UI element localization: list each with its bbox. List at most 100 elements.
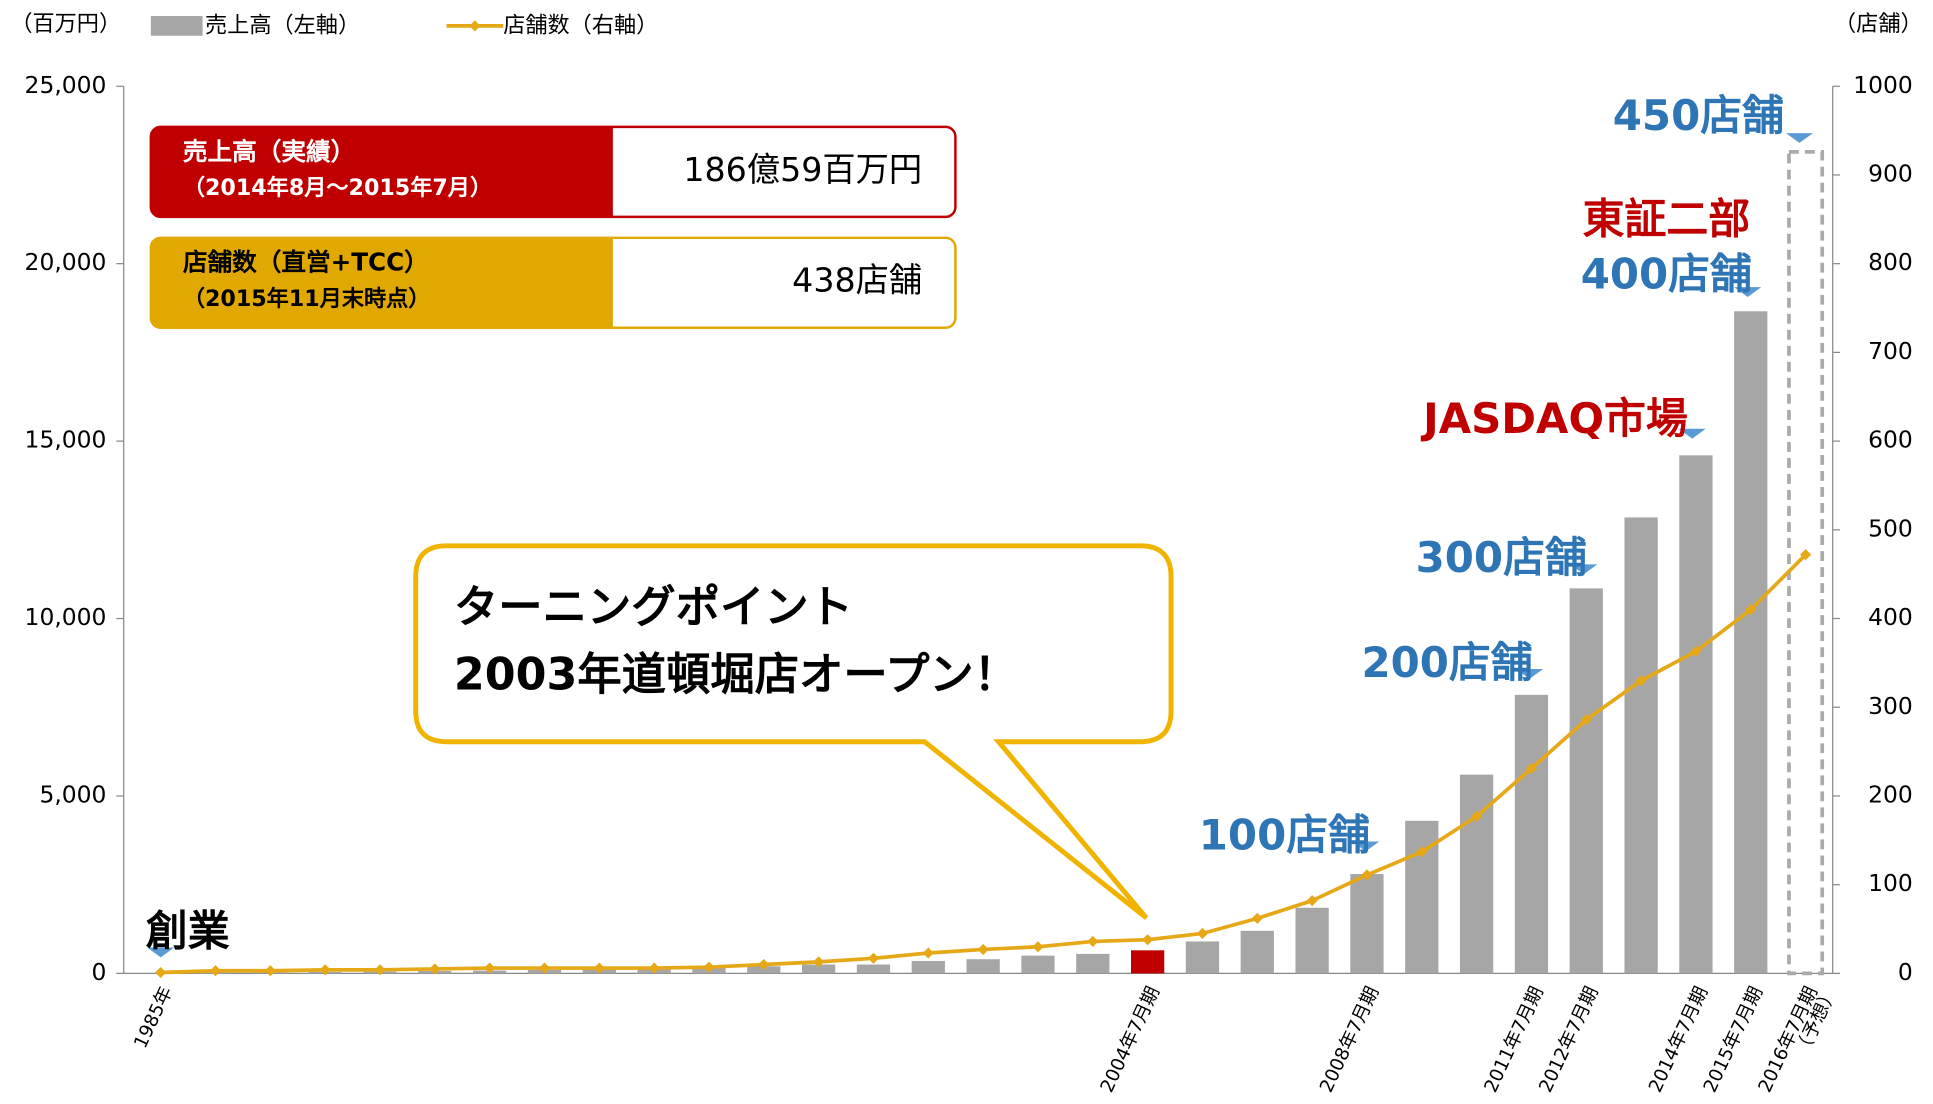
- left-unit: （百万円）: [10, 11, 121, 37]
- line-marker: [319, 964, 331, 976]
- y2-tick-label: 800: [1868, 248, 1913, 276]
- annotation-marker: [1352, 841, 1380, 852]
- x-tick-label: 2011年7月期: [1481, 984, 1548, 1096]
- bar: [1734, 311, 1768, 974]
- bar: [1679, 455, 1713, 974]
- y2-tick-label: 500: [1868, 514, 1913, 542]
- bar: [1350, 874, 1384, 974]
- line-marker: [264, 965, 276, 977]
- y2-tick-label: 200: [1868, 780, 1913, 808]
- info-title: 売上高（実績）: [183, 137, 355, 166]
- line-marker: [1142, 934, 1154, 946]
- line-marker: [758, 958, 770, 971]
- y-tick-label: 5,000: [39, 780, 106, 808]
- line-marker: [703, 961, 715, 973]
- line-marker: [1306, 895, 1318, 907]
- callout-text: ターニングポイント: [454, 582, 853, 633]
- line-marker: [538, 962, 551, 974]
- line-marker: [1745, 604, 1757, 616]
- y2-tick-label: 0: [1898, 958, 1913, 986]
- y-tick-label: 0: [92, 958, 107, 986]
- annotation-marker: [1734, 287, 1762, 297]
- line-marker: [209, 965, 222, 977]
- line-marker: [1196, 927, 1208, 940]
- right-unit: （店舗）: [1834, 11, 1923, 37]
- y-tick-label: 20,000: [25, 248, 107, 276]
- y2-tick-label: 600: [1868, 426, 1913, 454]
- line-marker: [155, 966, 167, 979]
- annotation-marker: [1678, 428, 1706, 439]
- line-marker: [1635, 675, 1647, 687]
- info-value: 438店舗: [792, 261, 922, 300]
- legend-swatch: [150, 16, 203, 36]
- info-sub: （2014年8月～2015年7月）: [183, 175, 492, 201]
- bar: [1295, 907, 1329, 974]
- x-tick-label: 1985年: [130, 984, 177, 1052]
- line-marker: [429, 963, 441, 975]
- y-tick-label: 25,000: [25, 71, 107, 99]
- info-box-head: [150, 126, 613, 217]
- annotation: 200店舗: [1361, 638, 1532, 687]
- line-marker: [1471, 810, 1483, 822]
- y2-tick-label: 400: [1868, 603, 1913, 631]
- line-marker: [867, 952, 880, 964]
- legend-swatch: [469, 20, 481, 32]
- line-marker: [1087, 935, 1099, 948]
- annotation-marker: [147, 947, 175, 958]
- y2-tick-label: 1000: [1853, 71, 1913, 99]
- bar: [1240, 930, 1274, 974]
- bar: [856, 964, 891, 974]
- y-tick-label: 10,000: [25, 603, 107, 631]
- bar: [1624, 517, 1658, 974]
- line-marker: [374, 964, 386, 976]
- x-tick-label: 2015年7月期: [1700, 984, 1767, 1096]
- annotation: 400店舗: [1581, 250, 1752, 299]
- info-box-head: [150, 237, 613, 328]
- annotation: JASDAQ市場: [1420, 394, 1688, 443]
- x-tick-label: 2014年7月期: [1645, 984, 1712, 1096]
- bar: [1021, 955, 1055, 974]
- line-marker: [813, 956, 825, 968]
- line-marker: [1580, 714, 1592, 726]
- y-tick-label: 15,000: [25, 426, 107, 454]
- annotation: 100店舗: [1199, 810, 1370, 859]
- line-marker: [593, 962, 605, 974]
- x-tick-label: 2012年7月期: [1535, 984, 1602, 1096]
- legend-label: 売上高（左軸）: [205, 12, 360, 38]
- y2-tick-label: 300: [1868, 692, 1913, 720]
- bar: [1185, 941, 1220, 974]
- line-marker: [1800, 549, 1812, 561]
- annotation: 300店舗: [1416, 533, 1587, 582]
- bar: [802, 964, 836, 974]
- line-marker: [648, 962, 660, 974]
- annotation-marker: [1516, 669, 1544, 679]
- info-title: 店舗数（直営+TCC）: [183, 248, 429, 277]
- info-value: 186億59百万円: [683, 150, 922, 189]
- annotation-marker: [1785, 133, 1813, 143]
- bar: [1514, 694, 1549, 974]
- line-marker: [1416, 846, 1428, 858]
- annotation: 450店舗: [1613, 91, 1784, 140]
- bar: [911, 960, 945, 974]
- bar: [1076, 953, 1110, 974]
- annotation: 東証二部: [1583, 194, 1751, 243]
- line-marker: [1690, 645, 1702, 657]
- callout-text: 2003年道頓堀店オープン！: [454, 650, 1018, 701]
- line-marker: [1251, 912, 1263, 924]
- line-marker: [1361, 869, 1373, 881]
- line-marker: [977, 943, 989, 955]
- bar: [1787, 150, 1825, 976]
- x-tick-label: 2004年7月期: [1097, 984, 1164, 1096]
- y2-tick-label: 900: [1868, 159, 1913, 187]
- x-tick-label: 2008年7月期: [1316, 984, 1383, 1096]
- legend-label: 店舗数（右軸）: [503, 12, 658, 38]
- annotation: 創業: [146, 906, 230, 955]
- y2-tick-label: 700: [1868, 337, 1913, 365]
- y2-tick-label: 100: [1868, 869, 1913, 897]
- info-sub: （2015年11月末時点）: [183, 286, 431, 312]
- callout-bubble: [413, 543, 1174, 920]
- bar: [1569, 588, 1603, 974]
- bar: [1130, 950, 1165, 974]
- line-marker: [1032, 941, 1044, 953]
